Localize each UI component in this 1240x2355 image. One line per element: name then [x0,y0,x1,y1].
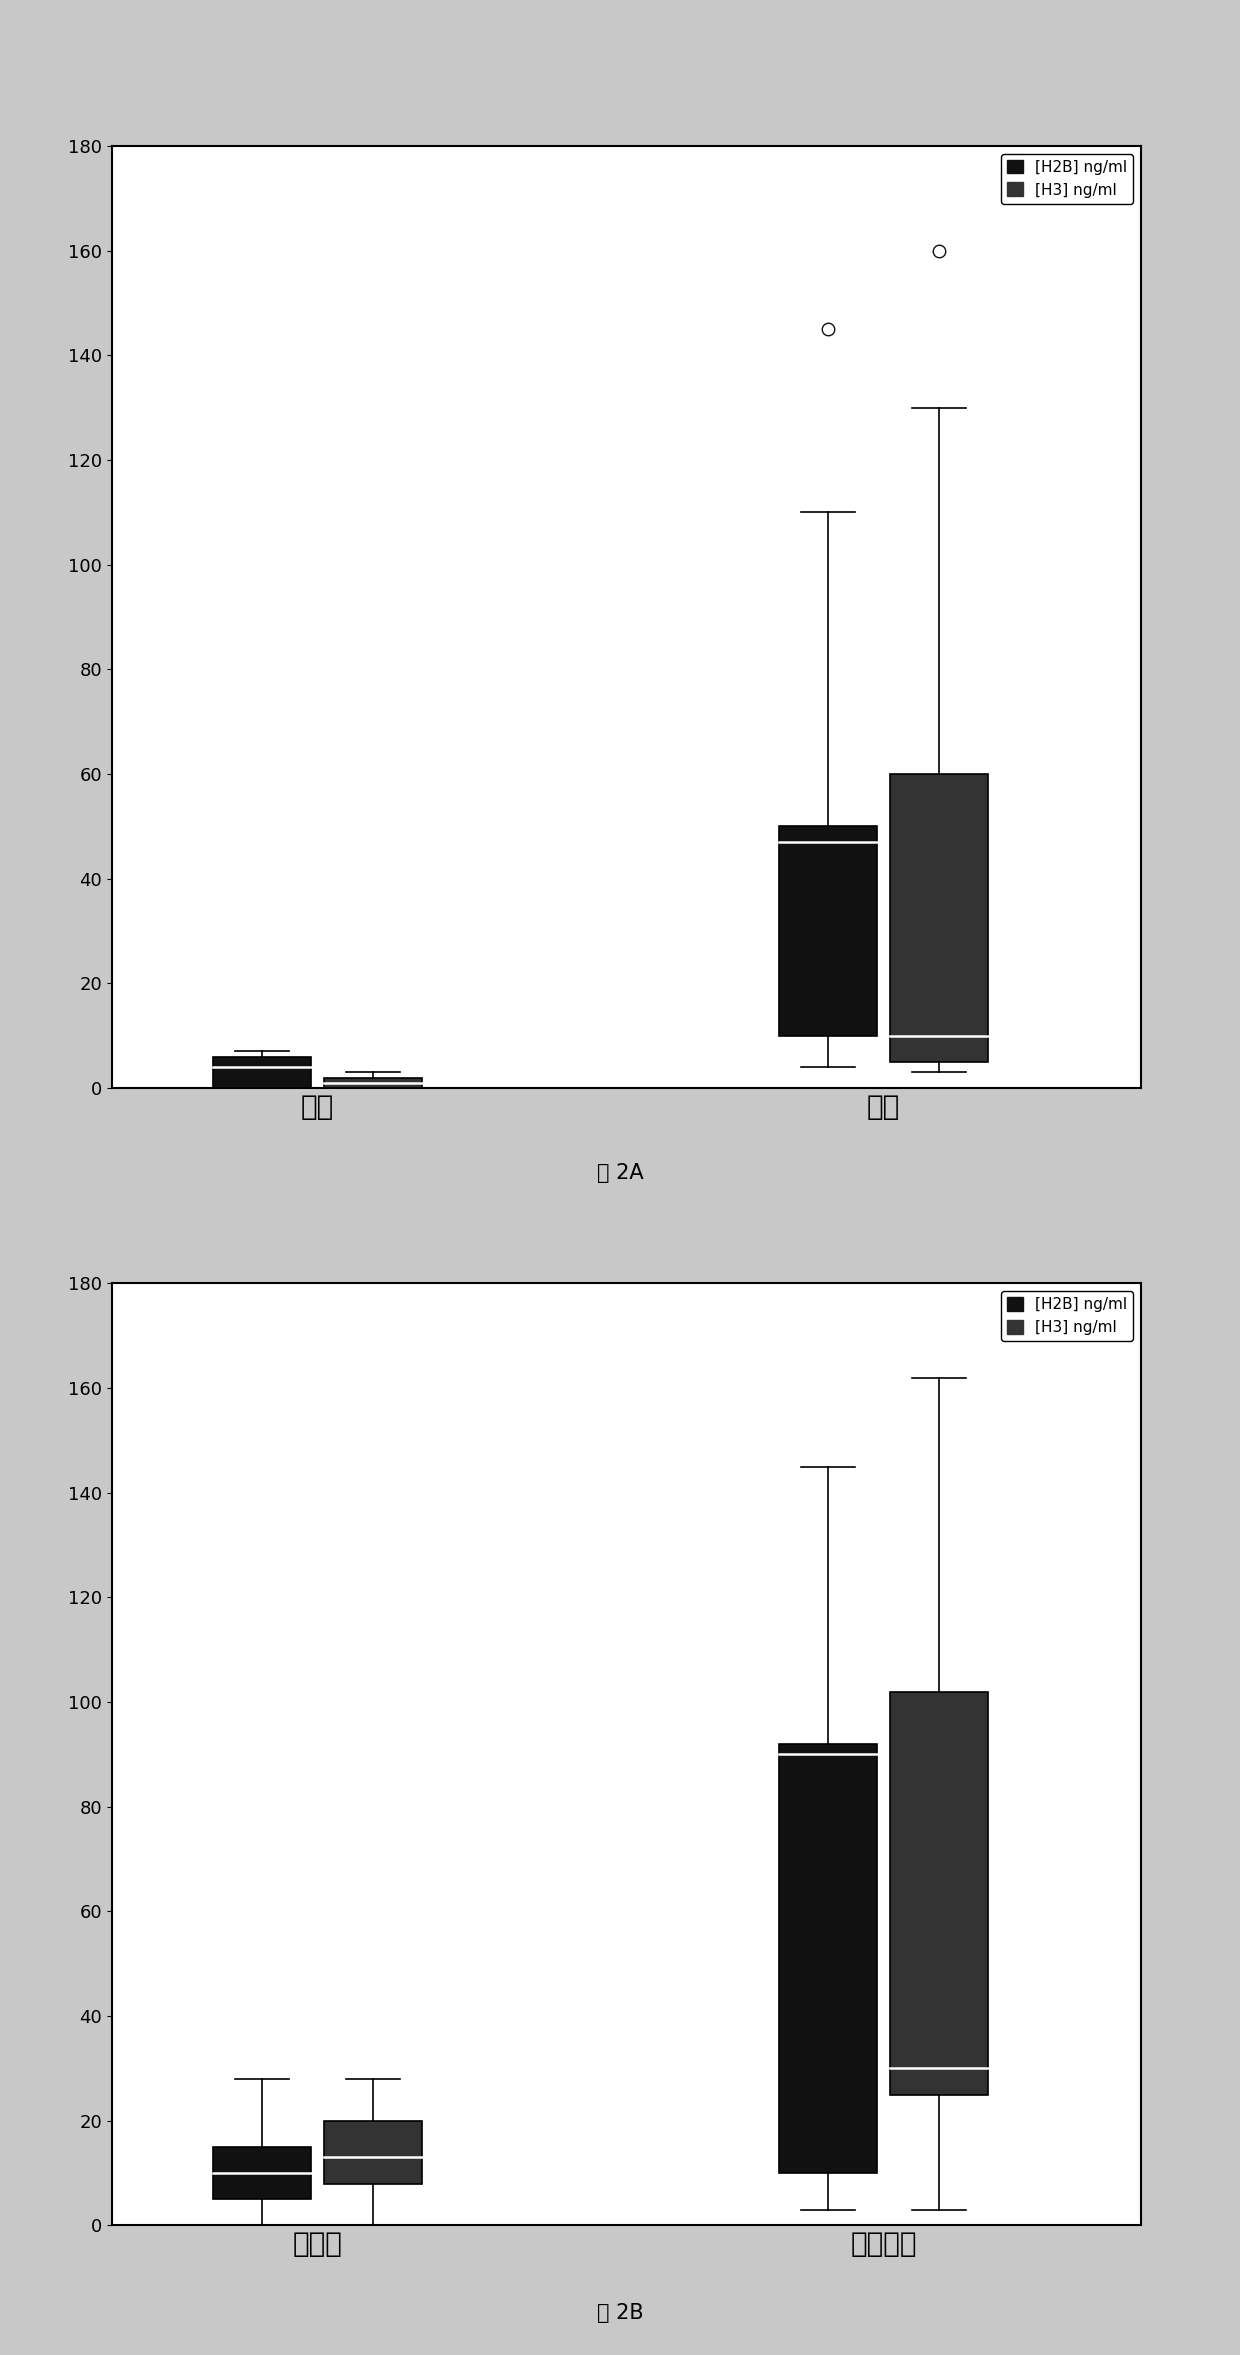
Bar [213,2148,311,2200]
Bar [779,1745,877,2174]
Legend: [H2B] ng/ml, [H3] ng/ml: [H2B] ng/ml, [H3] ng/ml [1002,1291,1133,1340]
Bar [890,1691,988,2094]
Bar [324,2122,422,2183]
Bar [213,1057,311,1088]
Legend: [H2B] ng/ml, [H3] ng/ml: [H2B] ng/ml, [H3] ng/ml [1002,153,1133,203]
Bar [890,775,988,1062]
Text: 图 2A: 图 2A [596,1163,644,1182]
Text: 图 2B: 图 2B [596,2303,644,2322]
Bar [779,827,877,1036]
Bar [324,1079,422,1088]
